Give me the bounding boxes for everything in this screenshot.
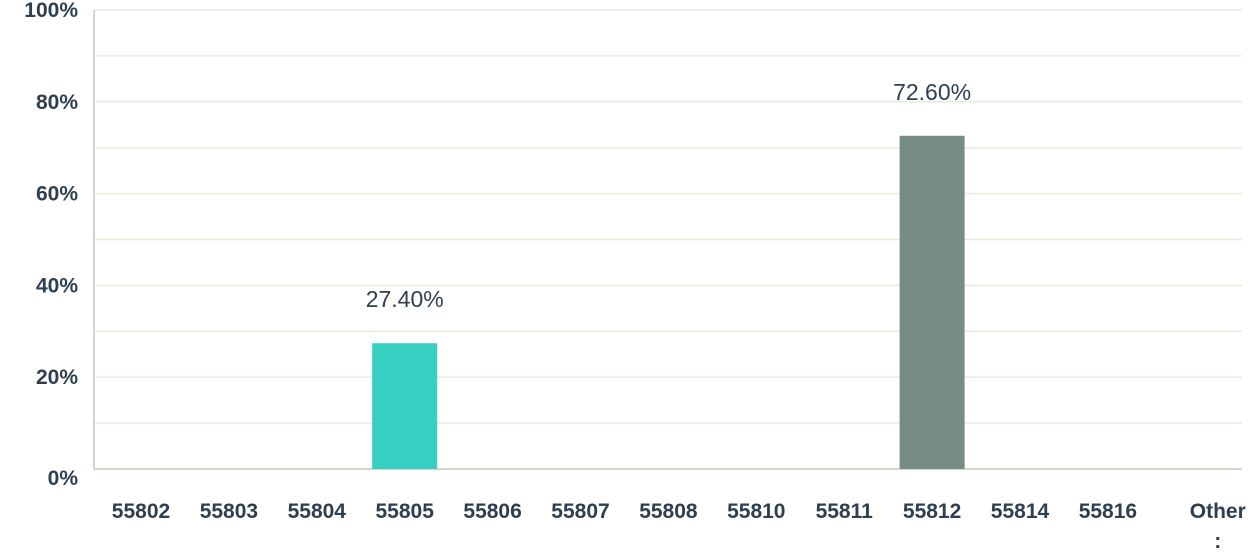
y-tick-label: 40% (36, 274, 78, 297)
x-tick-label-line: 55807 (551, 500, 609, 523)
bars (372, 135, 965, 470)
x-tick-label-line: 55803 (200, 500, 258, 523)
x-tick-label: 55812 (903, 500, 961, 523)
x-tick-label: 55816 (1079, 500, 1137, 523)
x-tick-label: Other: (1190, 500, 1246, 553)
data-label: 72.60% (893, 79, 971, 105)
x-tick-label-line: 55805 (375, 500, 434, 523)
y-tick-label: 100% (24, 0, 78, 22)
x-tick-label-line: 55811 (816, 500, 874, 523)
bar (372, 343, 438, 469)
x-tick-label: 55802 (112, 500, 170, 523)
x-tick-label: 55804 (288, 500, 347, 523)
x-tick-label-line: : (1214, 530, 1221, 553)
x-tick-label-line: 55810 (727, 500, 785, 523)
x-tick-label-line: 55816 (1079, 500, 1137, 523)
data-labels: 27.40% 72.60% (366, 79, 971, 312)
x-tick-label: 55811 (816, 500, 874, 523)
x-tick-label-line: 55814 (991, 500, 1050, 523)
gridlines (93, 9, 1242, 470)
y-tick-label: 80% (36, 91, 78, 114)
x-tick-label-line: 55808 (639, 500, 698, 523)
x-tick-label: 55810 (727, 500, 785, 523)
x-tick-label-line: 55812 (903, 500, 961, 523)
x-tick-label-line: Other (1190, 500, 1246, 523)
y-tick-label: 60% (36, 183, 78, 206)
x-tick-label-line: 55806 (463, 500, 521, 523)
data-label: 27.40% (366, 286, 444, 312)
x-tick-label: 55814 (991, 500, 1050, 523)
y-axis: 0% 20% 40% 60% 80% 100% (24, 0, 78, 490)
y-tick-label: 0% (48, 467, 79, 490)
x-tick-label: 55806 (463, 500, 521, 523)
x-tick-label: 55808 (639, 500, 698, 523)
bar (899, 135, 965, 470)
x-axis: 55802 55803 55804 55805 55806 55807 55808 55810… (112, 500, 1246, 553)
x-tick-label: 55807 (551, 500, 609, 523)
x-tick-label: 55803 (200, 500, 258, 523)
y-tick-label: 20% (36, 366, 78, 389)
x-tick-label: 55805 (375, 500, 434, 523)
x-tick-label-line: 55802 (112, 500, 170, 523)
x-tick-label-line: 55804 (288, 500, 347, 523)
